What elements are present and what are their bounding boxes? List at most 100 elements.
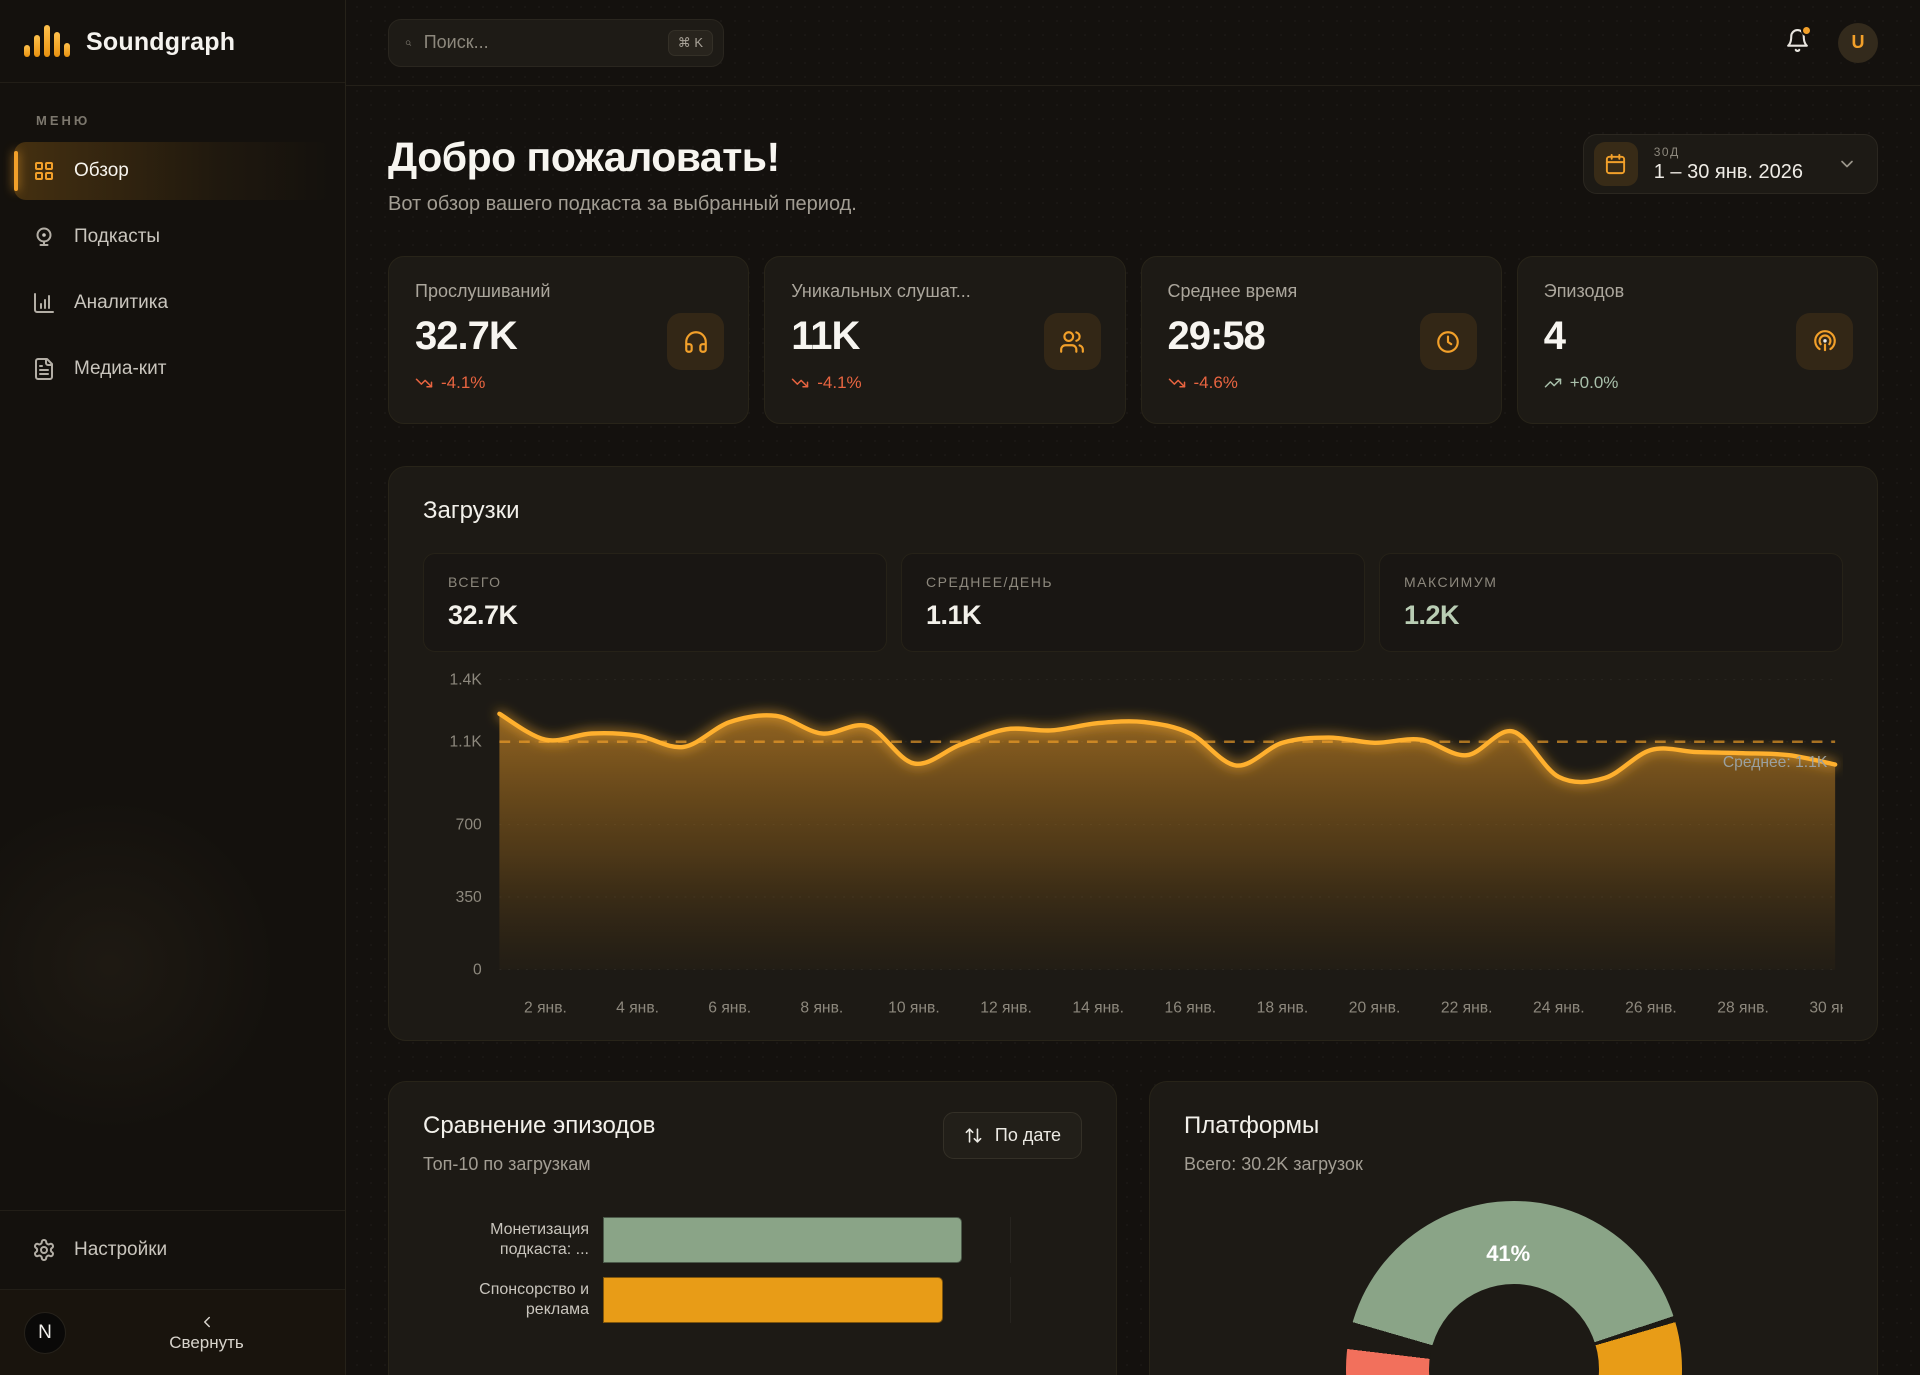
chevron-down-icon <box>1841 160 1853 168</box>
menu-section-label: МЕНЮ <box>36 113 91 128</box>
search-icon <box>405 39 412 46</box>
stat-value: 4 <box>1543 314 1566 358</box>
svg-text:4 янв.: 4 янв. <box>616 1000 659 1017</box>
platforms-donut-chart: 41% <box>1345 1201 1682 1375</box>
clock-icon <box>1437 330 1460 353</box>
date-period-label: 30Д <box>1653 144 1680 159</box>
soundwave-logo-icon <box>24 24 70 60</box>
svg-text:14 янв.: 14 янв. <box>1072 1000 1124 1017</box>
sidebar-footer: N Свернуть <box>0 1289 345 1375</box>
bar-row: Монетизация подкаста: ... <box>423 1217 1082 1264</box>
sidebar: Soundgraph МЕНЮ Обзор Подкасты Аналитика… <box>0 0 346 1375</box>
stat-value: 29:58 <box>1167 314 1266 358</box>
svg-text:30 янв.: 30 янв. <box>1809 1000 1843 1017</box>
svg-text:350: 350 <box>456 889 482 906</box>
donut-segment-label: 41% <box>1486 1241 1531 1267</box>
main-area: ⌘ K U Добро пожаловать! Вот обзор вашего… <box>346 0 1920 1375</box>
area-chart-svg: 0 350 700 1.1K 1.4K Среднее: 1.1K 2 янв. 4 янв.… <box>450 672 1843 1017</box>
app-title: Soundgraph <box>86 27 236 56</box>
stat-trend: -4.6% <box>1168 373 1475 393</box>
bar-row: Спонсорство и реклама <box>423 1277 1082 1324</box>
svg-text:8 янв.: 8 янв. <box>800 1000 843 1017</box>
chevron-left-icon <box>203 1316 210 1327</box>
date-range-picker[interactable]: 30Д 1 – 30 янв. 2026 <box>1582 134 1878 194</box>
episodes-panel: Сравнение эпизодов Топ-10 по загрузкам П… <box>388 1081 1117 1375</box>
sidebar-item-mediakit[interactable]: Медиа-кит <box>14 340 331 398</box>
date-range-value: 1 – 30 янв. 2026 <box>1653 160 1803 183</box>
mini-stat-average: СРЕДНЕЕ/ДЕНЬ 1.1K <box>901 553 1365 652</box>
stat-card-unique-listeners: Уникальных слушат... 11K -4.1% <box>764 256 1126 424</box>
svg-text:16 янв.: 16 янв. <box>1165 1000 1217 1017</box>
bar-fill[interactable] <box>603 1277 944 1324</box>
platforms-panel: Платформы Всего: 30.2K загрузок 41% <box>1149 1081 1878 1375</box>
svg-text:Среднее: 1.1K: Среднее: 1.1K <box>1723 754 1828 771</box>
stat-label: Среднее время <box>1167 281 1298 301</box>
bar-fill[interactable] <box>603 1217 963 1264</box>
podcast-icon <box>1813 329 1836 351</box>
podcast-mic-icon <box>36 227 52 246</box>
episodes-subtitle: Топ-10 по загрузкам <box>423 1154 591 1175</box>
stat-card-episodes: Эпизодов 4 +0.0% <box>1516 256 1878 424</box>
stat-trend: -4.1% <box>415 373 722 393</box>
svg-text:10 янв.: 10 янв. <box>888 1000 940 1017</box>
headphones-icon <box>684 330 707 353</box>
notification-badge <box>1801 24 1812 36</box>
search-box[interactable]: ⌘ K <box>388 18 724 67</box>
svg-text:26 янв.: 26 янв. <box>1625 1000 1677 1017</box>
page-content: Добро пожаловать! Вот обзор вашего подка… <box>346 86 1920 1375</box>
sidebar-item-label: Аналитика <box>74 292 169 313</box>
stat-value: 11K <box>791 314 860 358</box>
stat-trend: +0.0% <box>1544 373 1851 393</box>
trending-down-icon <box>415 378 433 388</box>
sidebar-item-settings[interactable]: Настройки <box>14 1221 331 1279</box>
svg-text:0: 0 <box>473 961 482 978</box>
bell-icon <box>1787 28 1808 52</box>
sidebar-item-label: Настройки <box>74 1239 168 1260</box>
user-avatar[interactable]: U <box>1838 22 1878 63</box>
trending-down-icon <box>1168 378 1185 388</box>
sidebar-item-label: Подкасты <box>74 226 161 247</box>
svg-text:24 янв.: 24 янв. <box>1533 1000 1585 1017</box>
svg-text:28 янв.: 28 янв. <box>1717 1000 1769 1017</box>
trending-down-icon <box>792 378 809 388</box>
stat-card-plays: Прослушиваний 32.7K -4.1% <box>388 256 750 424</box>
notifications-button[interactable] <box>1785 24 1812 58</box>
stat-trend: -4.1% <box>791 373 1098 393</box>
svg-text:2 янв.: 2 янв. <box>524 1000 567 1017</box>
search-input[interactable] <box>423 32 656 53</box>
bar-track <box>603 1277 1082 1324</box>
sidebar-nav: Обзор Подкасты Аналитика Медиа-кит <box>0 142 345 398</box>
trending-up-icon <box>1544 378 1561 388</box>
sidebar-item-podcasts[interactable]: Подкасты <box>14 208 331 266</box>
sidebar-item-label: Медиа-кит <box>74 358 167 379</box>
sidebar-item-analytics[interactable]: Аналитика <box>14 274 331 332</box>
sidebar-item-overview[interactable]: Обзор <box>14 142 331 200</box>
svg-text:1.4K: 1.4K <box>450 672 483 689</box>
collapse-sidebar-button[interactable]: Свернуть <box>92 1313 321 1353</box>
platforms-subtitle: Всего: 30.2K загрузок <box>1184 1154 1363 1175</box>
bar-label: Спонсорство и реклама <box>479 1281 589 1319</box>
stat-label: Прослушиваний <box>415 281 551 301</box>
svg-text:12 янв.: 12 янв. <box>980 1000 1032 1017</box>
chart-column-icon <box>34 293 54 313</box>
stat-label: Уникальных слушат... <box>791 281 971 301</box>
sort-by-date-button[interactable]: По дате <box>942 1112 1082 1160</box>
svg-text:20 янв.: 20 янв. <box>1349 1000 1401 1017</box>
workspace-avatar[interactable]: N <box>24 1311 66 1354</box>
episodes-title: Сравнение эпизодов <box>423 1112 656 1140</box>
stat-value: 32.7K <box>415 314 518 358</box>
svg-text:700: 700 <box>456 816 482 833</box>
bar-label: Монетизация подкаста: ... <box>490 1221 589 1259</box>
calendar-icon <box>1606 153 1626 174</box>
logo: Soundgraph <box>0 0 345 83</box>
mini-stat-total: ВСЕГО 32.7K <box>423 553 887 652</box>
downloads-mini-stats: ВСЕГО 32.7K СРЕДНЕЕ/ДЕНЬ 1.1K МАКСИМУМ 1… <box>423 553 1843 652</box>
arrow-up-down-icon <box>965 1128 982 1143</box>
topbar: ⌘ K U <box>346 0 1920 86</box>
file-text-icon <box>35 358 53 380</box>
bar-track <box>603 1217 1082 1264</box>
svg-text:1.1K: 1.1K <box>450 734 483 751</box>
mini-stat-max: МАКСИМУМ 1.2K <box>1379 553 1843 652</box>
collapse-label: Свернуть <box>169 1332 244 1352</box>
